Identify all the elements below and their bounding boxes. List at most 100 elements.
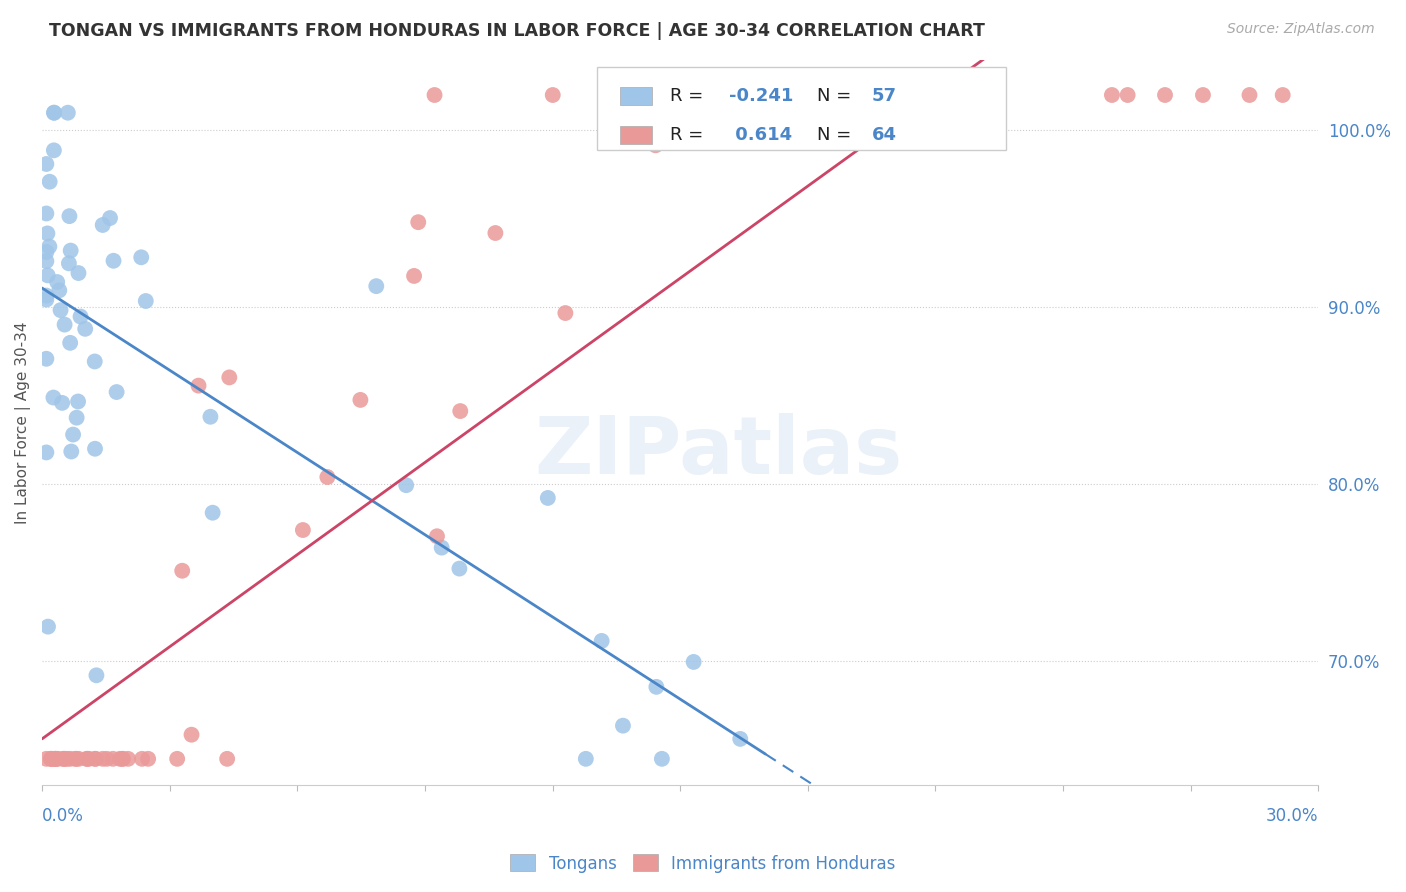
Point <box>35 288 58 302</box>
Legend: Tongans, Immigrants from Honduras: Tongans, Immigrants from Honduras <box>503 847 903 880</box>
Text: Source: ZipAtlas.com: Source: ZipAtlas.com <box>1227 22 1375 37</box>
Point <box>69 310 91 324</box>
Point <box>42 144 65 158</box>
Point <box>1271 88 1294 103</box>
Point <box>35 752 58 766</box>
Point <box>86 668 108 682</box>
Point <box>91 218 114 232</box>
Point <box>67 394 90 409</box>
Point <box>1116 88 1139 103</box>
Point <box>349 392 371 407</box>
Text: R =: R = <box>671 127 709 145</box>
Point <box>728 731 751 746</box>
Point <box>1192 88 1215 103</box>
Text: 0.0%: 0.0% <box>42 806 84 824</box>
Point <box>776 88 799 103</box>
Point <box>449 561 471 575</box>
Point <box>217 752 239 766</box>
Text: ZIPatlas: ZIPatlas <box>534 412 903 491</box>
Point <box>41 752 63 766</box>
Point <box>35 245 58 260</box>
Point <box>745 88 768 103</box>
Point <box>135 293 157 308</box>
Point <box>45 752 67 766</box>
Point <box>785 88 807 103</box>
Point <box>612 719 634 733</box>
Point <box>316 470 339 484</box>
Point <box>38 175 60 189</box>
Point <box>636 88 658 103</box>
Point <box>37 620 59 634</box>
Point <box>42 391 65 405</box>
Point <box>58 209 80 223</box>
Point <box>105 385 128 400</box>
Point <box>65 752 87 766</box>
Point <box>51 396 73 410</box>
Point <box>59 244 82 258</box>
Point <box>35 157 58 171</box>
Point <box>35 254 58 268</box>
Point <box>49 303 72 318</box>
Point <box>837 88 859 103</box>
FancyBboxPatch shape <box>598 67 1005 151</box>
Text: 0.614: 0.614 <box>728 127 792 145</box>
Point <box>56 105 79 120</box>
Point <box>59 752 82 766</box>
Point <box>818 88 841 103</box>
Point <box>98 211 121 225</box>
Point <box>201 506 224 520</box>
Point <box>75 322 97 336</box>
Point <box>1101 88 1123 103</box>
Text: R =: R = <box>671 87 709 105</box>
Point <box>1239 88 1261 103</box>
Bar <box>620 127 652 145</box>
Point <box>35 293 58 307</box>
Point <box>42 105 65 120</box>
Point <box>59 335 82 350</box>
Point <box>84 752 107 766</box>
Point <box>37 268 59 283</box>
Point <box>682 655 704 669</box>
Point <box>103 253 125 268</box>
Point <box>423 88 446 103</box>
Point <box>644 138 666 153</box>
Point <box>291 523 314 537</box>
Point <box>52 752 75 766</box>
Bar <box>620 87 652 105</box>
Point <box>200 409 222 424</box>
Point <box>44 105 66 120</box>
Point <box>56 752 79 766</box>
Point <box>406 215 429 229</box>
Point <box>129 250 152 264</box>
Text: N =: N = <box>817 127 856 145</box>
Point <box>45 752 67 766</box>
Point <box>60 444 83 458</box>
Point <box>537 491 560 505</box>
Point <box>541 88 564 103</box>
Text: N =: N = <box>817 87 856 105</box>
Point <box>65 752 87 766</box>
Point <box>76 752 98 766</box>
Point <box>136 752 159 766</box>
Point <box>39 752 62 766</box>
Y-axis label: In Labor Force | Age 30-34: In Labor Force | Age 30-34 <box>15 321 31 524</box>
Point <box>366 279 388 293</box>
Point <box>53 318 76 332</box>
Point <box>44 752 66 766</box>
Point <box>101 752 124 766</box>
Point <box>735 88 758 103</box>
Point <box>46 752 69 766</box>
Point <box>96 752 118 766</box>
Point <box>35 206 58 220</box>
Point <box>111 752 134 766</box>
Point <box>645 680 668 694</box>
Point <box>53 752 76 766</box>
Point <box>117 752 139 766</box>
Point <box>430 541 453 555</box>
Point <box>187 378 209 392</box>
Point <box>575 752 598 766</box>
Point <box>58 256 80 270</box>
Point <box>844 88 866 103</box>
Point <box>1154 88 1177 103</box>
Text: 30.0%: 30.0% <box>1265 806 1319 824</box>
